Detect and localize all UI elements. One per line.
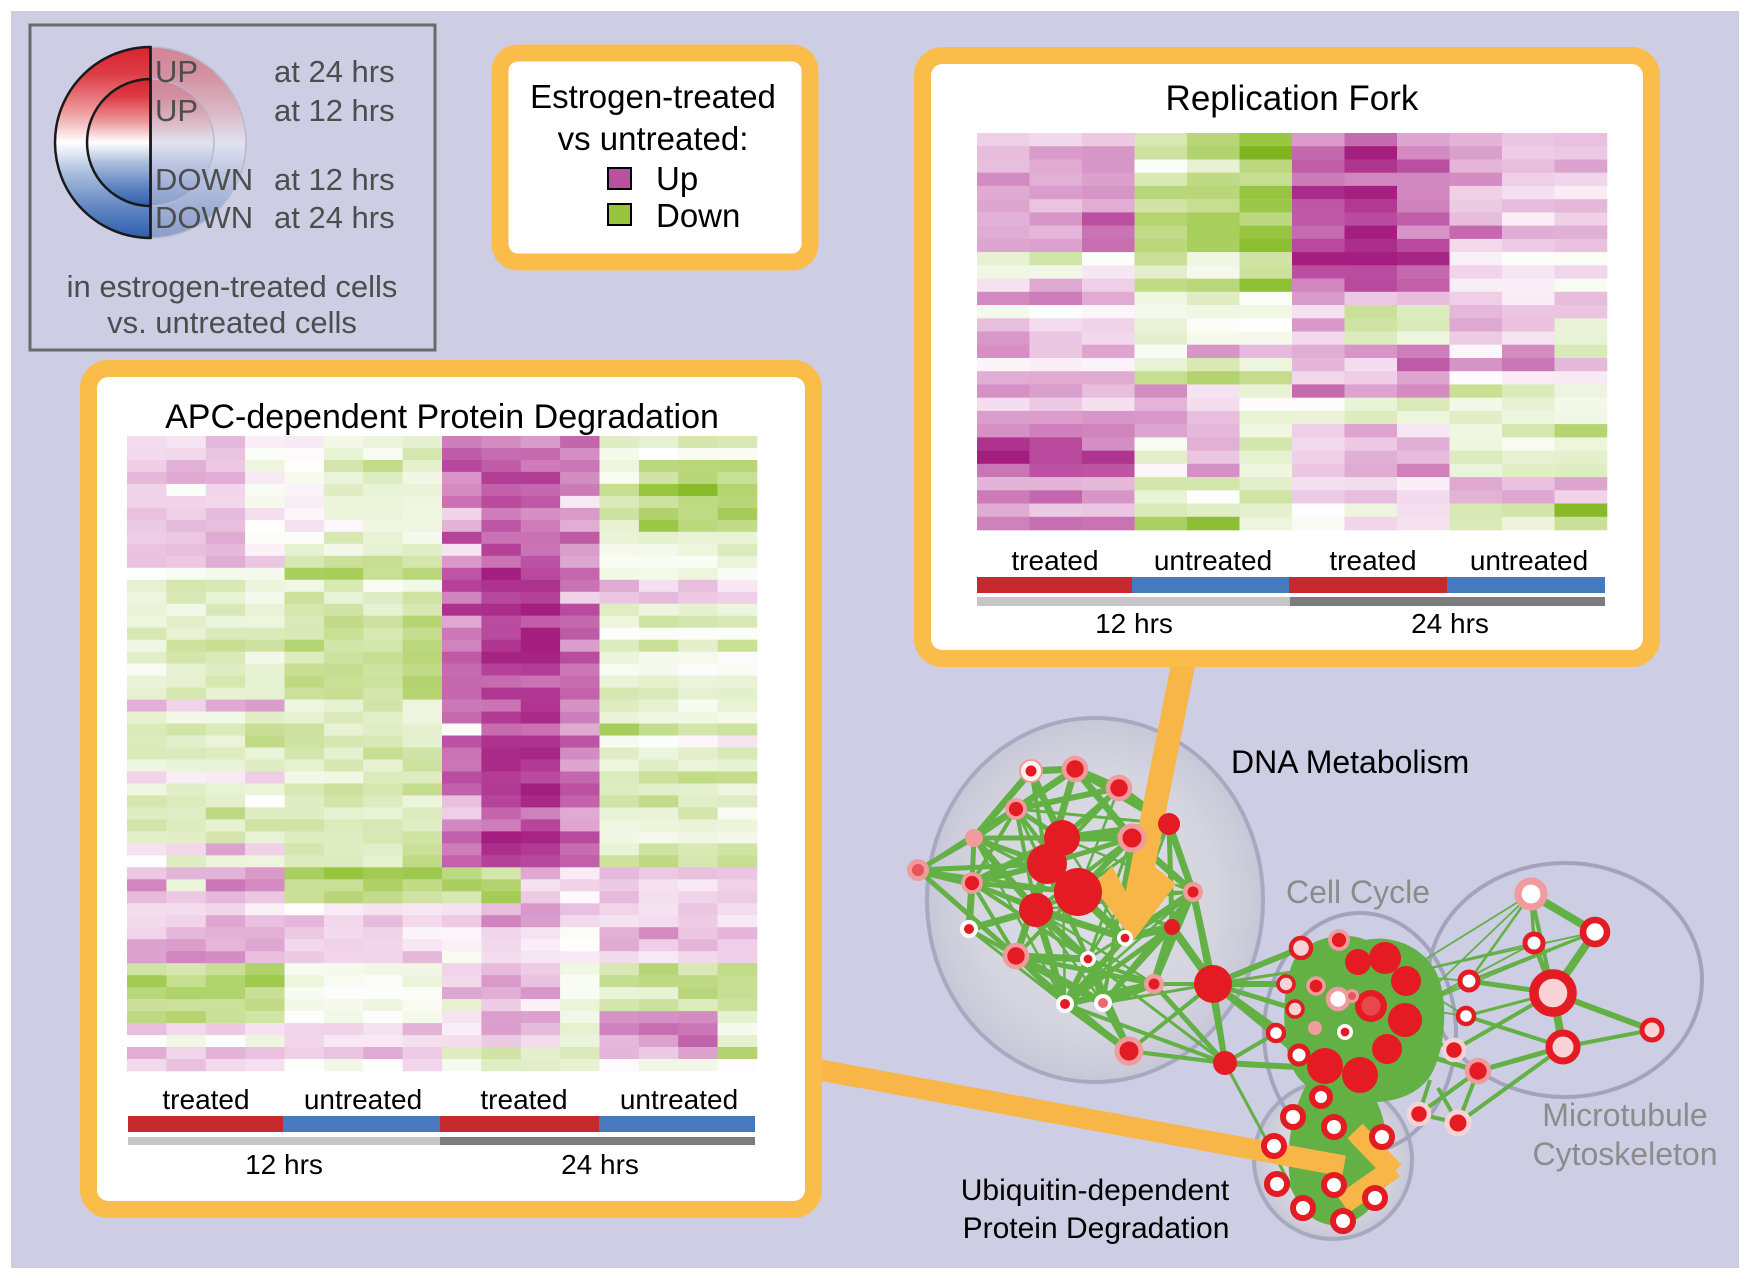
svg-text:untreated: untreated [304, 1084, 422, 1115]
svg-text:DOWN: DOWN [155, 200, 253, 235]
svg-text:treated: treated [1329, 545, 1416, 576]
svg-text:Estrogen-treated: Estrogen-treated [530, 78, 776, 115]
svg-text:untreated: untreated [1470, 545, 1588, 576]
svg-text:12 hrs: 12 hrs [245, 1149, 323, 1180]
svg-text:Cytoskeleton: Cytoskeleton [1533, 1136, 1718, 1172]
svg-text:treated: treated [162, 1084, 249, 1115]
svg-text:APC-dependent Protein Degradat: APC-dependent Protein Degradation [165, 398, 719, 436]
svg-text:Microtubule: Microtubule [1542, 1097, 1707, 1133]
svg-text:12 hrs: 12 hrs [1095, 608, 1173, 639]
svg-text:vs untreated:: vs untreated: [558, 120, 749, 157]
svg-text:in estrogen-treated cells: in estrogen-treated cells [67, 269, 398, 304]
svg-text:Down: Down [656, 197, 740, 234]
svg-text:UP: UP [155, 54, 198, 89]
svg-text:at 12 hrs: at 12 hrs [274, 93, 395, 128]
svg-text:24 hrs: 24 hrs [561, 1149, 639, 1180]
svg-text:at 12 hrs: at 12 hrs [274, 162, 395, 197]
svg-text:at 24 hrs: at 24 hrs [274, 54, 395, 89]
svg-text:Replication Fork: Replication Fork [1166, 79, 1419, 118]
svg-text:DOWN: DOWN [155, 162, 253, 197]
svg-text:Ubiquitin-dependent: Ubiquitin-dependent [961, 1174, 1230, 1207]
svg-text:UP: UP [155, 93, 198, 128]
svg-text:untreated: untreated [620, 1084, 738, 1115]
svg-text:treated: treated [1011, 545, 1098, 576]
svg-text:untreated: untreated [1154, 545, 1272, 576]
svg-text:treated: treated [480, 1084, 567, 1115]
svg-text:at 24 hrs: at 24 hrs [274, 200, 395, 235]
svg-text:24 hrs: 24 hrs [1411, 608, 1489, 639]
svg-text:Up: Up [656, 160, 698, 197]
svg-text:Protein Degradation: Protein Degradation [963, 1212, 1230, 1245]
svg-text:DNA Metabolism: DNA Metabolism [1231, 744, 1469, 780]
svg-text:vs. untreated cells: vs. untreated cells [107, 305, 357, 340]
svg-text:Cell Cycle: Cell Cycle [1286, 874, 1430, 910]
